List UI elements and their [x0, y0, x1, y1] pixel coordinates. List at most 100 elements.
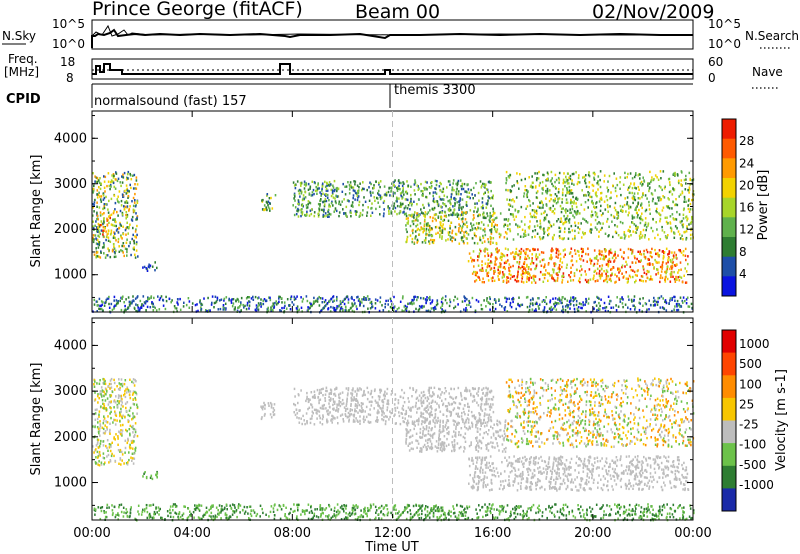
- data-cell: [472, 186, 475, 190]
- data-cell: [658, 296, 661, 300]
- data-cell: [628, 235, 630, 238]
- noise-left-tick-top: 10^5: [52, 17, 85, 31]
- data-cell: [525, 189, 528, 192]
- data-cell: [530, 276, 533, 279]
- data-cell: [476, 210, 478, 214]
- data-cell: [128, 303, 131, 306]
- data-cell: [682, 253, 685, 257]
- data-cell: [551, 268, 554, 271]
- data-cell: [342, 418, 344, 421]
- data-cell: [257, 297, 259, 300]
- data-cell: [123, 462, 125, 465]
- data-cell: [334, 400, 336, 403]
- data-cell: [454, 238, 457, 241]
- data-cell: [535, 209, 538, 212]
- data-cell: [533, 274, 535, 278]
- data-cell: [681, 234, 683, 237]
- data-cell: [562, 272, 565, 275]
- data-cell: [473, 210, 475, 213]
- data-cell: [418, 417, 420, 420]
- data-cell: [617, 214, 620, 217]
- data-cell: [274, 194, 277, 197]
- data-cell: [377, 401, 379, 404]
- data-cell: [425, 186, 427, 190]
- data-cell: [545, 269, 547, 272]
- data-cell: [386, 402, 388, 405]
- data-cell: [664, 216, 667, 219]
- data-cell: [485, 202, 488, 205]
- data-cell: [552, 297, 554, 300]
- data-cell: [603, 258, 605, 261]
- data-cell: [435, 187, 437, 191]
- data-cell: [361, 410, 363, 413]
- data-cell: [275, 300, 277, 303]
- data-cell: [480, 186, 483, 189]
- data-cell: [132, 398, 135, 401]
- data-cell: [117, 394, 120, 397]
- data-cell: [362, 417, 365, 421]
- data-cell: [580, 236, 583, 239]
- data-cell: [433, 386, 436, 389]
- data-cell: [328, 392, 331, 395]
- data-cell: [124, 228, 127, 232]
- data-cell: [402, 190, 404, 193]
- data-cell: [268, 197, 271, 200]
- data-cell: [135, 228, 137, 231]
- freq-label-line1: Freq.: [8, 52, 38, 66]
- data-cell: [100, 304, 102, 308]
- data-cell: [132, 424, 134, 428]
- data-cell: [673, 251, 676, 254]
- data-cell: [449, 238, 452, 241]
- data-cell: [97, 463, 99, 466]
- data-cell: [609, 251, 612, 254]
- data-cell: [164, 307, 167, 311]
- data-cell: [427, 211, 430, 214]
- data-cell: [559, 268, 561, 271]
- data-cell: [430, 413, 432, 416]
- data-cell: [599, 209, 602, 212]
- data-cell: [480, 408, 482, 411]
- data-cell: [506, 254, 509, 257]
- data-cell: [665, 220, 668, 224]
- data-cell: [119, 394, 121, 398]
- data-cell: [378, 205, 381, 208]
- data-cell: [411, 237, 414, 241]
- data-cell: [120, 378, 123, 381]
- data-cell: [119, 448, 122, 452]
- data-cell: [460, 391, 462, 395]
- data-cell: [656, 228, 658, 231]
- data-cell: [632, 269, 634, 272]
- data-cell: [127, 296, 130, 299]
- data-cell: [119, 457, 122, 460]
- data-cell: [457, 190, 460, 193]
- data-cell: [444, 387, 447, 390]
- data-cell: [326, 412, 329, 416]
- data-cell: [133, 246, 135, 249]
- data-cell: [564, 194, 567, 197]
- data-cell: [384, 302, 387, 306]
- data-cell: [159, 296, 162, 300]
- data-cell: [403, 391, 406, 395]
- data-cell: [569, 251, 572, 254]
- data-cell: [380, 407, 382, 410]
- data-cell: [609, 205, 611, 208]
- date-title: 02/Nov/2009: [592, 1, 714, 23]
- data-cell: [408, 400, 410, 403]
- data-cell: [102, 440, 105, 443]
- data-cell: [265, 208, 267, 211]
- data-cell: [463, 231, 465, 234]
- data-cell: [408, 415, 410, 418]
- data-cell: [137, 306, 139, 309]
- data-cell: [113, 454, 115, 458]
- data-cell: [418, 406, 420, 410]
- data-cell: [111, 174, 113, 177]
- data-cell: [130, 439, 133, 443]
- data-cell: [571, 192, 574, 195]
- data-cell: [584, 303, 586, 306]
- data-cell: [413, 183, 416, 186]
- data-cell: [682, 301, 684, 304]
- data-cell: [265, 299, 268, 302]
- data-cell: [631, 186, 634, 190]
- data-cell: [561, 265, 563, 269]
- data-cell: [612, 215, 615, 218]
